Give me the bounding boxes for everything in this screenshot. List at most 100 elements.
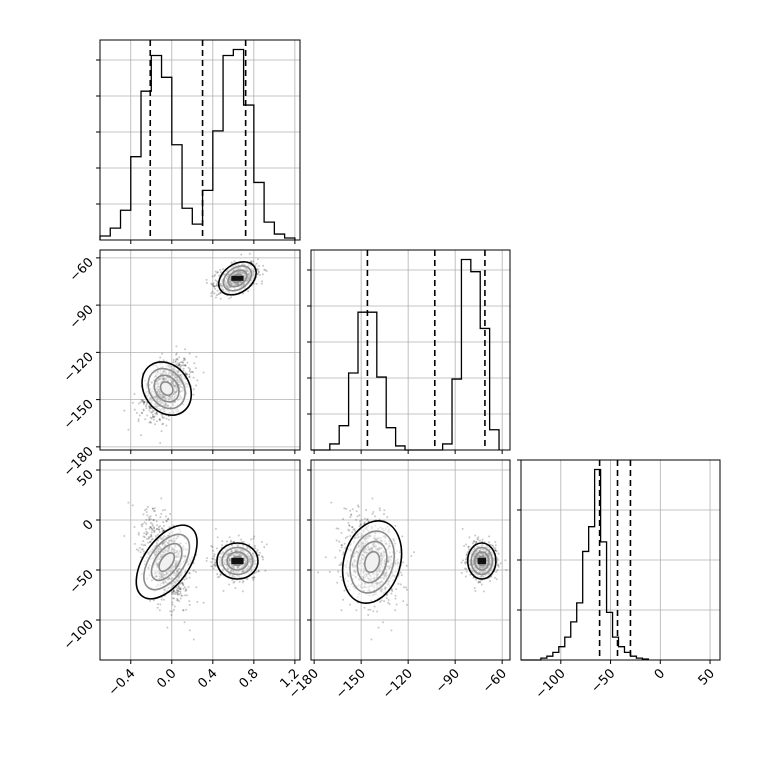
scatter-point: [349, 516, 352, 519]
scatter-point: [265, 270, 268, 272]
scatter-point: [413, 551, 416, 554]
scatter-point: [216, 284, 219, 287]
scatter-point: [153, 415, 156, 418]
scatter-point: [148, 536, 151, 538]
scatter-point: [390, 592, 393, 595]
scatter-point: [211, 290, 214, 293]
scatter-point: [183, 357, 186, 360]
scatter-point: [175, 345, 178, 348]
scatter-point: [138, 414, 141, 417]
scatter-point: [252, 537, 255, 540]
scatter-point: [188, 369, 191, 372]
scatter-point: [340, 546, 343, 549]
scatter-point: [237, 534, 240, 537]
scatter-point: [212, 567, 215, 570]
scatter-point: [148, 409, 151, 412]
scatter-param1-param2-contours: [141, 261, 257, 416]
scatter-point: [216, 271, 219, 274]
scatter-point: [182, 364, 185, 367]
scatter-point: [149, 526, 152, 528]
x-tick-label: 0.8: [236, 666, 261, 691]
scatter-point: [216, 289, 219, 292]
scatter-point: [217, 293, 220, 296]
scatter-point: [496, 569, 499, 572]
scatter-point: [149, 515, 152, 518]
scatter-param1-param2-frame: [99, 249, 301, 451]
scatter-point: [133, 408, 136, 411]
scatter-point: [221, 544, 224, 547]
scatter-point: [133, 526, 136, 528]
scatter-point: [140, 399, 143, 401]
scatter-point: [186, 361, 189, 364]
scatter-point: [172, 591, 174, 593]
scatter-point: [156, 524, 159, 527]
scatter-point: [148, 405, 151, 408]
scatter-point: [149, 407, 152, 410]
scatter-point: [152, 509, 155, 512]
scatter-point: [357, 504, 359, 507]
scatter-point: [355, 510, 358, 513]
scatter-point: [257, 554, 260, 557]
scatter-point: [468, 536, 471, 539]
scatter-point: [489, 580, 492, 582]
scatter-point: [152, 418, 155, 421]
scatter-point: [210, 561, 213, 564]
scatter-point: [156, 606, 159, 609]
scatter-point: [177, 585, 180, 588]
scatter-point: [202, 371, 205, 374]
scatter-point: [479, 539, 482, 542]
scatter-point: [213, 275, 216, 277]
scatter-point: [143, 401, 146, 404]
scatter-point: [405, 564, 408, 567]
scatter-point: [233, 260, 236, 263]
scatter-point: [188, 352, 191, 355]
scatter-point: [150, 538, 153, 541]
scatter-point: [351, 508, 354, 511]
scatter-param2-param3-ticks: −180 −150 −120 −90 −60: [286, 469, 510, 702]
scatter-point: [179, 588, 182, 591]
scatter-point: [182, 583, 185, 586]
scatter-point: [339, 575, 342, 578]
scatter-point: [182, 587, 185, 590]
scatter-point: [179, 590, 182, 593]
scatter-point: [171, 593, 174, 596]
scatter-point: [149, 526, 152, 529]
scatter-point: [123, 409, 126, 412]
scatter-point: [195, 355, 198, 358]
scatter-point: [214, 285, 217, 287]
scatter-point: [137, 420, 140, 423]
scatter-point: [162, 528, 165, 531]
scatter-point: [233, 580, 236, 583]
scatter-point: [182, 369, 185, 372]
scatter-point: [257, 258, 259, 261]
scatter-point: [176, 358, 179, 361]
scatter-point: [145, 511, 148, 513]
scatter-point: [169, 513, 172, 515]
scatter-point: [173, 605, 176, 608]
scatter-point: [213, 285, 216, 288]
scatter-point: [494, 541, 497, 543]
scatter-point: [254, 264, 257, 267]
scatter-point: [152, 519, 155, 521]
scatter-point: [258, 551, 261, 554]
scatter-point: [152, 599, 155, 602]
scatter-point: [127, 501, 130, 504]
scatter-point: [150, 527, 153, 529]
scatter-point: [330, 501, 333, 504]
scatter-point: [142, 401, 145, 404]
x-tick-label: −90: [433, 666, 463, 696]
scatter-point: [142, 535, 145, 538]
scatter-point: [150, 533, 153, 536]
scatter-point: [397, 582, 400, 585]
scatter-point: [210, 565, 213, 568]
scatter-point: [153, 531, 156, 534]
scatter-point: [166, 626, 169, 629]
scatter-point: [151, 413, 154, 416]
scatter-point: [262, 264, 265, 267]
scatter-point: [177, 590, 180, 593]
scatter-point: [174, 593, 177, 595]
scatter-point: [160, 527, 163, 530]
scatter-point: [155, 420, 158, 423]
scatter-point: [149, 411, 152, 414]
scatter-point: [253, 545, 256, 547]
